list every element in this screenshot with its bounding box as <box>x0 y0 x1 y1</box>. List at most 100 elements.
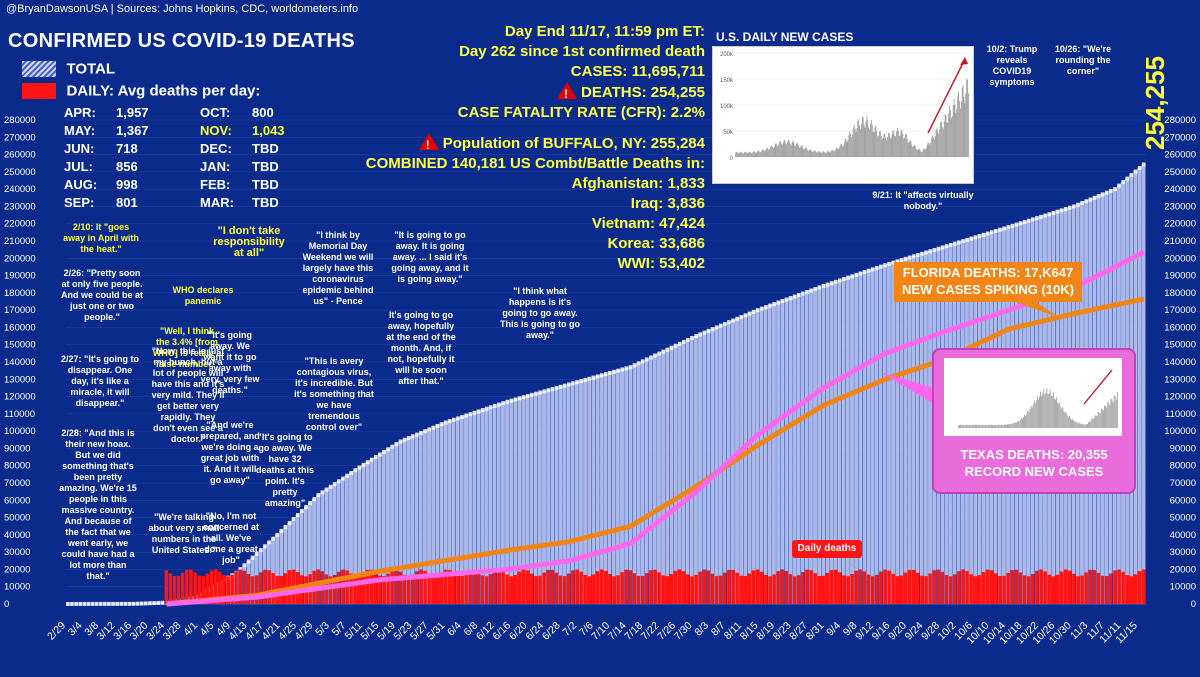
texas-inset-bar <box>1091 418 1093 428</box>
quote-annotation: "And we're prepared, and we're doing a g… <box>200 420 260 485</box>
quote-annotation: 2/10: It "goes away in April with the he… <box>63 222 139 254</box>
total-bar-cap <box>538 390 542 395</box>
texas-inset-bar <box>1034 403 1036 428</box>
y-tick-right: 80000 <box>1170 461 1196 472</box>
total-bar-cap <box>148 601 152 606</box>
texas-inset-bar <box>1036 395 1038 428</box>
texas-inset-bar <box>975 424 976 428</box>
inset-bar <box>775 143 777 157</box>
texas-inset-bar <box>1027 410 1029 428</box>
total-bar-cap <box>1113 187 1117 192</box>
total-bar <box>558 386 563 605</box>
inset-ytick: 150k <box>720 78 734 84</box>
inset-bar <box>859 125 860 157</box>
inset-bar <box>964 103 966 157</box>
total-bar-cap <box>747 311 752 316</box>
inset-bar <box>737 153 739 157</box>
daily-bar <box>665 576 670 604</box>
daily-bar <box>1113 570 1117 604</box>
daily-bar <box>764 575 768 604</box>
inset-bar <box>901 129 903 157</box>
total-bar-cap <box>332 482 337 487</box>
total-bar-cap <box>328 484 333 489</box>
war-vietnam: Vietnam: 47,424 <box>591 215 705 232</box>
total-bar-cap <box>238 567 243 572</box>
inset-bar <box>798 147 800 157</box>
daily-bar <box>439 572 444 604</box>
total-bar-cap <box>653 353 657 358</box>
daily-bar <box>259 572 263 604</box>
inset-bar <box>763 150 765 157</box>
texas-inset-bar <box>1089 421 1090 428</box>
inset-bar <box>888 132 889 157</box>
inset-bar <box>876 130 878 157</box>
y-tick-right: 130000 <box>1164 374 1196 385</box>
inset-bar <box>841 144 842 157</box>
inset-bar <box>812 152 814 157</box>
total-bar-cap <box>796 293 801 298</box>
y-tick-right: 190000 <box>1164 271 1196 282</box>
texas-inset-bar <box>999 425 1001 428</box>
florida-deaths: FLORIDA DEATHS: 17,K647 <box>902 265 1074 280</box>
texas-inset-bar <box>968 424 970 428</box>
inset-bar <box>890 138 892 157</box>
texas-inset-bar <box>969 424 971 428</box>
inset-bar <box>900 130 902 157</box>
inset-bar <box>944 114 946 157</box>
daily-bar <box>222 574 226 604</box>
total-bar <box>533 393 538 605</box>
total-bar-cap <box>1109 188 1113 193</box>
total-bar <box>887 263 891 605</box>
total-bar-cap <box>373 455 378 460</box>
total-bar <box>915 254 920 605</box>
total-bar-cap <box>102 601 107 606</box>
texas-inset-bar <box>979 424 981 428</box>
texas-inset-bar <box>971 424 973 428</box>
x-tick: 3/28 <box>161 620 184 643</box>
texas-inset-bar <box>1041 395 1042 428</box>
total-bar-cap <box>669 345 674 350</box>
inset-bar <box>893 131 895 157</box>
avg-month: NOV: <box>200 122 232 138</box>
texas-inset-bar <box>972 424 974 428</box>
texas-inset-bar <box>1087 423 1088 428</box>
y-tick-right: 10000 <box>1170 582 1196 593</box>
total-bar <box>755 309 760 605</box>
florida-box: FLORIDA DEATHS: 17,K647 NEW CASES SPIKIN… <box>894 262 1082 302</box>
daily-bar <box>706 570 711 604</box>
texas-inset-bar <box>1000 424 1002 428</box>
texas-inset-bar <box>996 425 998 428</box>
quote-annotation: "It's going to go away. We have 32 death… <box>256 432 315 508</box>
daily-bar <box>505 574 509 604</box>
inset-bar <box>825 152 826 157</box>
total-bar-cap <box>870 267 875 272</box>
inset-bar <box>843 141 845 157</box>
y-tick-right: 100000 <box>1164 426 1196 437</box>
total-bar <box>776 302 780 605</box>
inset-bar <box>870 119 872 157</box>
total-bar-cap <box>435 423 440 428</box>
y-tick-left: 280000 <box>4 115 36 126</box>
total-bar-cap <box>681 339 686 344</box>
total-bar-cap <box>493 403 497 408</box>
texas-inset-bar <box>998 424 1000 428</box>
total-bar-cap <box>965 237 970 242</box>
daily-bar <box>402 574 407 604</box>
inset-bar <box>765 149 767 157</box>
daily-bar <box>472 569 477 604</box>
daily-bar <box>1137 571 1142 604</box>
inset-bar <box>910 140 912 157</box>
inset-bar <box>800 145 802 157</box>
day-count: Day 262 since 1st confirmed death <box>459 43 705 60</box>
legend-daily: DAILY: Avg deaths per day: <box>22 82 260 100</box>
texas-inset-bar <box>1001 424 1003 428</box>
total-bar-cap <box>250 555 255 560</box>
texas-inset-bar <box>967 425 969 428</box>
inset-bar <box>951 116 953 157</box>
texas-inset-bar <box>977 425 978 428</box>
total-bar-cap <box>394 442 399 447</box>
texas-inset-bar <box>1023 417 1024 428</box>
total-bar-cap <box>410 434 415 439</box>
daily-bar <box>213 569 218 604</box>
texas-inset-bar <box>1065 412 1067 428</box>
